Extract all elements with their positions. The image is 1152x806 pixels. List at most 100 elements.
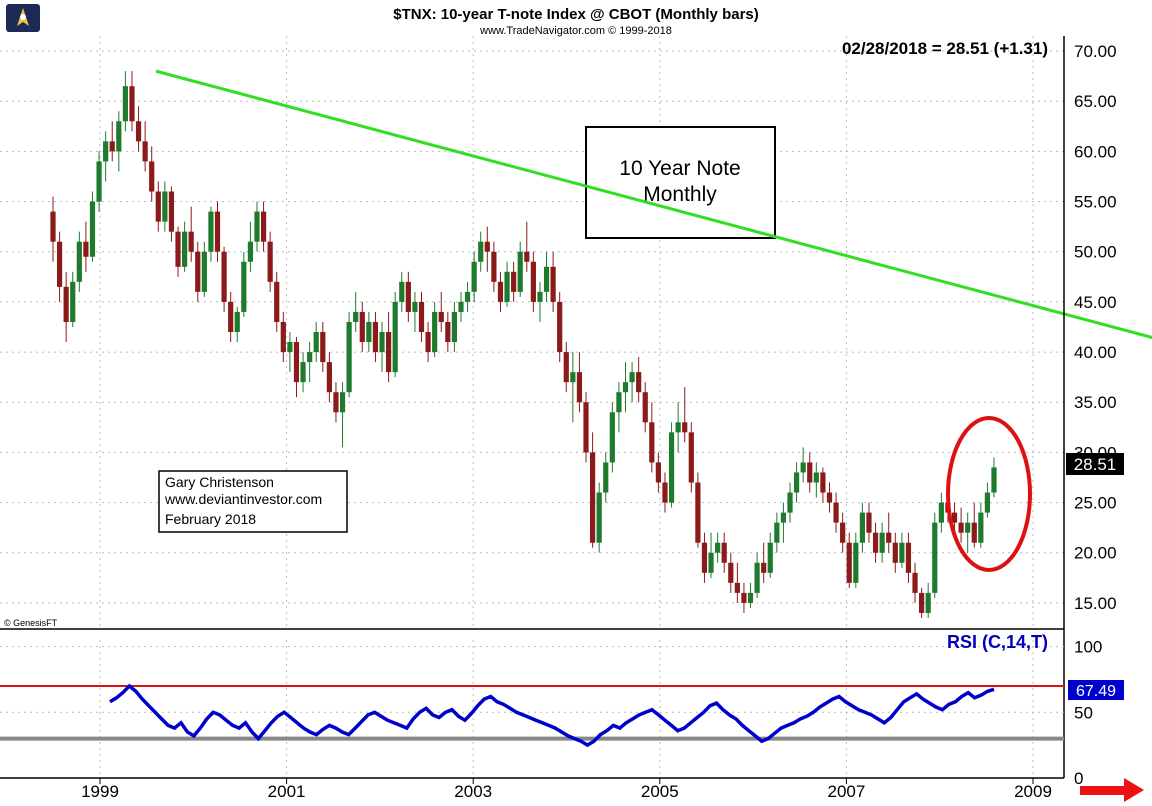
candle-body <box>195 251 201 292</box>
candle-body <box>728 562 734 583</box>
last-quote-label: 02/28/2018 = 28.51 (+1.31) <box>842 39 1048 58</box>
candle-body <box>392 301 398 373</box>
candle-body <box>142 141 148 162</box>
candle-body <box>188 231 194 252</box>
candle-body <box>386 332 392 373</box>
candle-body <box>682 422 688 433</box>
chart-title: $TNX: 10-year T-note Index @ CBOT (Month… <box>393 6 759 23</box>
rsi-axis: 0 50 100 <box>1074 638 1102 788</box>
candle-body <box>767 542 773 573</box>
candle-body <box>254 211 260 242</box>
candle-body <box>379 332 385 353</box>
candle-body <box>800 462 806 473</box>
price-tag-label: 28.51 <box>1074 455 1117 474</box>
author-line2: www.deviantinvestor.com <box>164 491 322 507</box>
candle-body <box>109 141 115 152</box>
candle-body <box>905 542 912 573</box>
candle-body <box>372 321 379 353</box>
candle-body <box>787 492 793 513</box>
candle-body <box>300 362 306 383</box>
candle-body <box>445 321 451 343</box>
rsi-line <box>109 683 995 748</box>
candle-body <box>774 522 780 543</box>
candle-body <box>576 372 583 403</box>
candle-body <box>543 266 550 292</box>
candle-body <box>524 251 530 262</box>
candle-body <box>649 422 655 463</box>
time-tick-label: 2005 <box>641 782 679 801</box>
time-tick-label: 1999 <box>81 782 119 801</box>
candlestick-series <box>50 71 997 618</box>
candle-body <box>234 311 240 332</box>
candle-body <box>353 311 359 322</box>
candle-body <box>313 332 319 353</box>
rsi-tick-label: 100 <box>1074 638 1102 657</box>
candle-body <box>596 492 602 543</box>
candle-body <box>201 251 207 292</box>
candle-body <box>122 86 128 122</box>
breakout-circle <box>946 416 1032 572</box>
candle-body <box>912 572 918 593</box>
candle-body <box>162 191 168 222</box>
note-box-line1: 10 Year Note <box>619 157 740 180</box>
candle-body <box>826 492 833 503</box>
candle-body <box>267 241 273 282</box>
time-axis: 1999200120032005200720092011201320152017… <box>0 777 1064 801</box>
candle-body <box>96 161 102 202</box>
candle-body <box>425 332 431 353</box>
candle-body <box>563 352 569 383</box>
candle-body <box>135 121 142 142</box>
candle-body <box>846 542 852 583</box>
candle-body <box>50 211 56 242</box>
candle-body <box>346 321 352 393</box>
candle-body <box>260 211 267 242</box>
candle-body <box>793 472 800 493</box>
candle-body <box>872 532 879 553</box>
candle-body <box>734 582 740 593</box>
candle-body <box>780 512 787 523</box>
candle-body <box>853 542 859 583</box>
candle-body <box>978 512 984 543</box>
candle-body <box>511 271 517 292</box>
candle-body <box>668 432 675 503</box>
candle-body <box>932 522 938 593</box>
note-box-line2: Monthly <box>643 183 717 206</box>
candle-body <box>208 211 214 252</box>
candle-body <box>438 311 444 322</box>
candle-body <box>958 522 964 533</box>
candle-body <box>813 472 819 483</box>
candle-body <box>168 191 175 232</box>
candle-body <box>965 522 971 533</box>
candle-body <box>478 241 484 262</box>
candle-body <box>537 291 543 302</box>
candle-body <box>701 542 708 573</box>
candle-body <box>241 261 247 312</box>
candle-body <box>820 472 826 493</box>
candle-body <box>89 201 96 257</box>
price-tick-label: 20.00 <box>1074 544 1117 563</box>
candle-body <box>675 422 681 433</box>
time-tick-label: 2001 <box>268 782 306 801</box>
price-tick-label: 15.00 <box>1074 594 1117 613</box>
price-tick-label: 40.00 <box>1074 343 1117 362</box>
candle-body <box>287 342 293 353</box>
price-tick-label: 65.00 <box>1074 92 1117 111</box>
candle-body <box>866 512 872 533</box>
time-tick-label: 2007 <box>827 782 865 801</box>
candle-body <box>530 261 536 302</box>
candle-body <box>293 342 300 383</box>
price-tick-label: 70.00 <box>1074 42 1117 61</box>
author-line1: Gary Christenson <box>165 474 274 490</box>
candle-body <box>557 301 563 353</box>
candle-body <box>886 532 892 543</box>
candle-body <box>655 462 661 483</box>
price-tick-label: 45.00 <box>1074 293 1117 312</box>
candle-body <box>320 332 326 363</box>
candle-body <box>56 241 63 287</box>
candle-body <box>747 592 754 603</box>
candle-body <box>892 542 898 563</box>
candle-body <box>859 512 865 543</box>
candle-body <box>761 562 767 573</box>
candle-body <box>149 161 155 192</box>
